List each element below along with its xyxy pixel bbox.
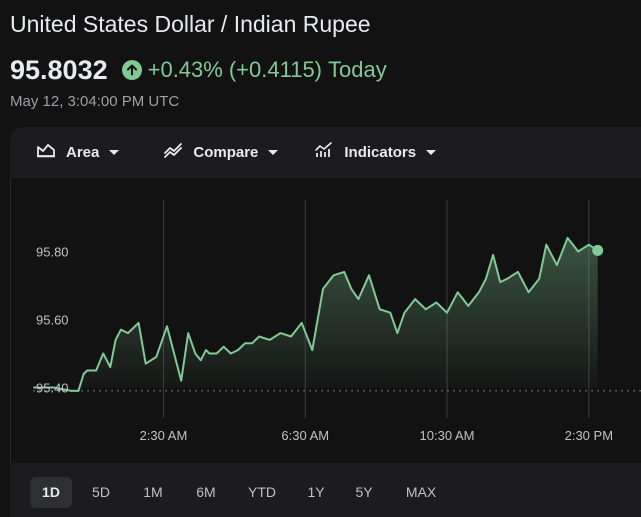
range-1d[interactable]: 1D	[30, 477, 72, 508]
x-tick-label: 2:30 AM	[140, 428, 188, 443]
indicators-label: Indicators	[344, 144, 417, 161]
range-6m[interactable]: 6M	[196, 484, 216, 500]
arrow-up-icon	[121, 60, 142, 80]
x-tick-label: 6:30 AM	[281, 428, 329, 443]
area-chart-icon	[36, 142, 56, 163]
price-line	[33, 236, 599, 392]
y-tick-label: 95.40	[36, 381, 69, 396]
time-range-bar: 1D 5D 1M 6M YTD 1Y 5Y MAX	[10, 468, 641, 517]
change-absolute: (+0.4115)	[228, 57, 322, 82]
price-chart-svg: 95.40 95.60 95.80 2:30 AM 6:30 AM 10:30 AM 2:…	[33, 200, 641, 443]
price-change: +0.43% (+0.4115) Today	[148, 57, 387, 83]
current-price: 95.8032	[10, 54, 108, 85]
chart-type-dropdown[interactable]: Area	[36, 127, 120, 178]
compare-icon	[163, 142, 183, 163]
compare-label: Compare	[193, 144, 259, 161]
range-ytd[interactable]: YTD	[248, 484, 276, 500]
price-chart[interactable]: 95.40 95.60 95.80 2:30 AM 6:30 AM 10:30 AM 2:…	[10, 178, 641, 463]
chevron-down-icon	[268, 150, 279, 155]
chart-panel: Area Compare Indicators	[10, 127, 641, 517]
change-percent: +0.43%	[147, 57, 223, 82]
x-tick-label: 10:30 AM	[420, 428, 475, 443]
timestamp: May 12, 3:04:00 PM UTC	[10, 93, 180, 110]
range-5d[interactable]: 5D	[92, 484, 110, 500]
chart-type-label: Area	[66, 144, 100, 161]
x-tick-label: 2:30 PM	[565, 428, 613, 443]
change-period: Today	[328, 57, 387, 82]
range-5y[interactable]: 5Y	[355, 484, 373, 500]
compare-dropdown[interactable]: Compare	[163, 127, 279, 178]
range-max[interactable]: MAX	[405, 484, 437, 500]
indicators-dropdown[interactable]: Indicators	[314, 127, 437, 178]
chevron-down-icon	[426, 150, 437, 155]
indicators-icon	[314, 142, 334, 163]
range-1m[interactable]: 1M	[143, 484, 163, 500]
y-tick-label: 95.60	[36, 313, 69, 328]
chevron-down-icon	[109, 150, 120, 155]
price-row: 95.8032 +0.43% (+0.4115) Today	[10, 54, 387, 86]
page-title: United States Dollar / Indian Rupee	[10, 11, 371, 37]
price-area	[33, 237, 598, 391]
y-tick-label: 95.80	[36, 245, 69, 260]
range-1y[interactable]: 1Y	[307, 484, 325, 500]
current-price-dot	[592, 244, 604, 256]
chart-toolbar: Area Compare Indicators	[10, 127, 641, 178]
